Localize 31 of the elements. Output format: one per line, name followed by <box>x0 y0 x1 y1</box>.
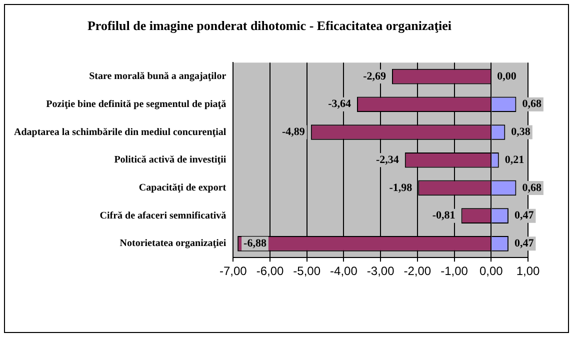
data-label: -3,64 <box>328 98 352 110</box>
data-label: 0,68 <box>522 182 542 194</box>
y-tick-label: Politică activă de investiţii <box>114 154 226 166</box>
data-label: -4,89 <box>282 126 306 138</box>
data-label: 0,68 <box>522 98 542 110</box>
data-label: -6,88 <box>244 238 267 250</box>
data-label: -1,98 <box>389 182 413 194</box>
x-tick-label: -4,00 <box>330 264 358 278</box>
data-label: 0,47 <box>514 210 534 222</box>
y-tick-label: Poziţie bine definită pe segmentul de piaţă <box>46 98 226 110</box>
data-label: -2,69 <box>363 70 386 82</box>
data-label: 0,00 <box>497 70 517 82</box>
data-label: -2,34 <box>376 154 400 166</box>
data-label: -0,81 <box>432 210 456 222</box>
x-tick-label: -5,00 <box>293 264 321 278</box>
x-tick-label: 0,00 <box>479 264 504 278</box>
y-tick-label: Stare morală bună a angajaţilor <box>89 71 227 82</box>
chart-title: Profilul de imagine ponderat dihotomic - Eficacitatea organizaţiei <box>87 18 452 34</box>
x-tick-label: 1,00 <box>516 264 540 278</box>
x-tick-label: -6,00 <box>256 264 284 278</box>
y-tick-label: Notorietatea organizaţiei <box>120 238 226 250</box>
data-label: 0,47 <box>514 238 534 250</box>
y-tick-label: Adaptarea la schimbările din mediul concurenţial <box>14 126 226 138</box>
y-tick-label: Capacităţi de export <box>138 182 227 194</box>
x-tick-label: -7,00 <box>219 264 248 278</box>
data-label: 0,38 <box>511 126 531 138</box>
data-label: 0,21 <box>504 154 524 166</box>
x-tick-label: -1,00 <box>440 264 468 278</box>
x-tick-label: -2,00 <box>404 264 432 278</box>
y-tick-label: Cifră de afaceri semnificativă <box>100 210 226 222</box>
x-tick-label: -3,00 <box>366 264 395 278</box>
